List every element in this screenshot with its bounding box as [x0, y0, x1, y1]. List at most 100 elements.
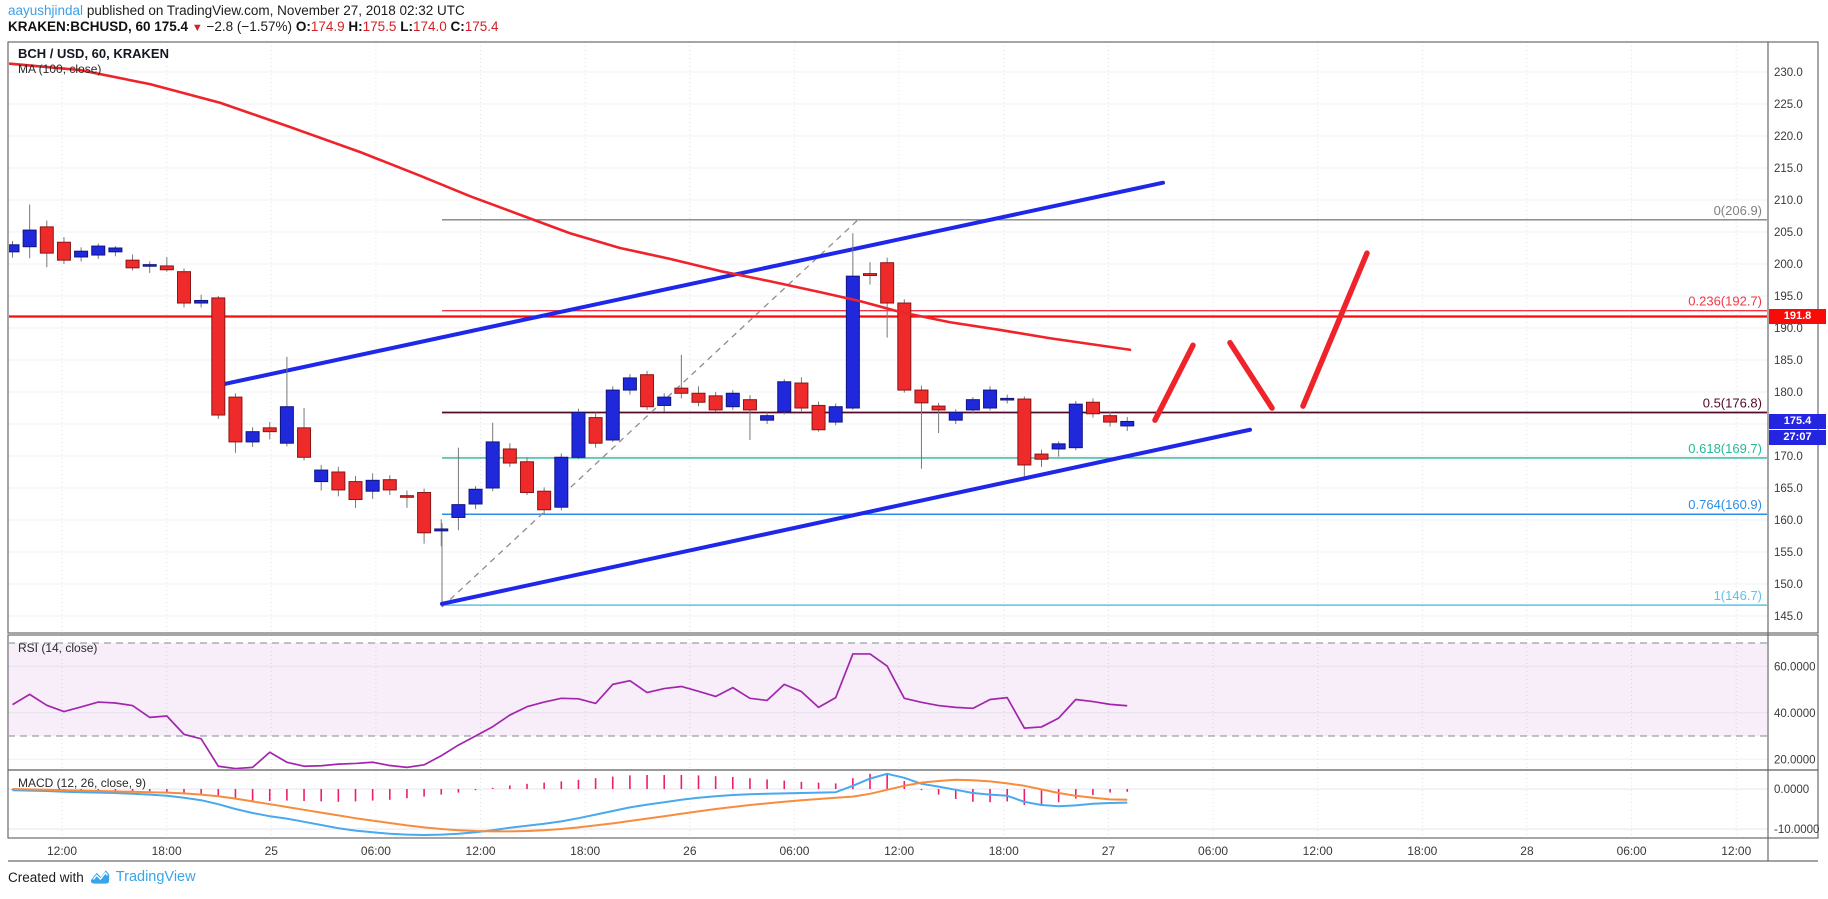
last-price: 175.4 [154, 19, 189, 34]
candle-body [177, 271, 191, 304]
pane-title: BCH / USD, 60, KRAKEN [18, 46, 169, 61]
candle-body [983, 389, 998, 409]
time-axis-label: 25 [265, 844, 279, 858]
price-axis-label: 155.0 [1774, 547, 1803, 559]
time-axis-label: 12:00 [47, 844, 77, 858]
time-axis-label: 12:00 [1303, 844, 1333, 858]
price-axis-label: 215.0 [1774, 163, 1803, 175]
candle-body [863, 273, 877, 277]
candle-body [297, 427, 312, 458]
created-with-text: Created with [8, 869, 84, 885]
candle-body [108, 247, 123, 253]
candle-body [399, 495, 414, 498]
fib-level-label: 0.236(192.7) [1688, 294, 1762, 309]
time-axis[interactable]: 12:00 18:00 25 06:00 12:00 18:00 26 06:00 12:00 1… [47, 844, 1752, 858]
candle-body [554, 456, 569, 508]
footer: Created with TradingView [8, 869, 196, 885]
candle-body [948, 411, 963, 421]
macd-axis-label: -10.0000 [1774, 824, 1819, 836]
ma-indicator-label: MA (100, close) [18, 62, 102, 76]
pane-borders [7, 41, 1819, 862]
fib-baseline-dashed [441, 219, 859, 608]
published-text: published on TradingView.com, November 2… [83, 3, 465, 18]
rsi-axis-label: 40.0000 [1774, 708, 1816, 720]
candle-body [760, 415, 775, 421]
macd-axis-label: 0.0000 [1774, 784, 1809, 796]
price-axis-label: 200.0 [1774, 259, 1803, 271]
time-axis-label: 12:00 [884, 844, 914, 858]
candle-body [1120, 420, 1135, 427]
main-pane [9, 62, 1767, 608]
candle-body [9, 244, 20, 253]
candle-body [845, 275, 860, 409]
resistance-price-tag: 191.8 [1769, 309, 1826, 324]
price-axis-label: 170.0 [1774, 451, 1803, 463]
candle-body [142, 264, 157, 267]
macd-pane [11, 772, 1129, 836]
projection-zigzag [1300, 250, 1370, 409]
price-axis-label: 150.0 [1774, 579, 1803, 591]
candle-body [279, 406, 294, 444]
rsi-axis-label: 60.0000 [1774, 661, 1816, 673]
tradingview-brand-link[interactable]: TradingView [115, 869, 196, 885]
candle-body [1085, 401, 1100, 415]
attribution-line: aayushjindal published on TradingView.co… [8, 3, 465, 18]
candle-body [468, 488, 483, 505]
fib-level-label: 0.764(160.9) [1688, 497, 1762, 512]
candle-body [777, 381, 792, 413]
candle-body [194, 299, 209, 304]
candle-body [794, 382, 809, 409]
candle-body [657, 396, 672, 406]
trend-line [218, 180, 1165, 387]
open-label: O: [295, 19, 311, 34]
time-axis-label: 12:00 [1721, 844, 1751, 858]
candle-body [571, 411, 586, 458]
candle-body [91, 245, 106, 256]
close-label: C: [450, 19, 465, 34]
candle-body [159, 265, 174, 271]
price-axis-label: 205.0 [1774, 227, 1803, 239]
candle-body [691, 392, 706, 403]
candle-body [742, 399, 757, 411]
rsi-line [12, 653, 1128, 769]
price-axis-label: 210.0 [1774, 195, 1803, 207]
candle-body [262, 427, 277, 433]
change-text: −2.8 (−1.57%) [206, 19, 293, 34]
time-axis-label: 27 [1102, 844, 1116, 858]
price-axis-label: 145.0 [1774, 611, 1803, 623]
candle-body [640, 374, 655, 408]
ma100-line [9, 62, 1132, 352]
candle-body [537, 490, 552, 511]
author-link[interactable]: aayushjindal [8, 3, 84, 18]
candle-body [56, 241, 71, 261]
price-axis-label: 225.0 [1774, 99, 1803, 111]
price-axis-label: 230.0 [1774, 67, 1803, 79]
candle-body [588, 417, 603, 444]
candle-body [1051, 443, 1066, 450]
last-price-tag: 175.4 [1769, 414, 1826, 429]
candle-body [914, 389, 929, 404]
price-axis[interactable]: 230.0 225.0 220.0 215.0 210.0 205.0 200.0 195.0… [1774, 67, 1819, 836]
time-axis-label: 06:00 [361, 844, 391, 858]
fib-level-label: 0(206.9) [1714, 203, 1762, 218]
price-axis-label: 185.0 [1774, 355, 1803, 367]
candle-body [348, 481, 363, 501]
gridlines [8, 42, 1768, 838]
rsi-indicator-label: RSI (14, close) [18, 641, 98, 655]
price-axis-label: 165.0 [1774, 483, 1803, 495]
candle-body [931, 405, 946, 411]
price-axis-label: 190.0 [1774, 323, 1803, 335]
candle-body [331, 471, 346, 491]
projection-zigzag [1152, 342, 1196, 423]
time-axis-label: 06:00 [779, 844, 809, 858]
price-axis-label: 160.0 [1774, 515, 1803, 527]
fib-level-label: 1(146.7) [1714, 588, 1762, 603]
candle-body [125, 259, 140, 269]
candle-body [485, 441, 500, 489]
candle-body [1017, 398, 1032, 466]
down-arrow-icon: ▼ [191, 22, 203, 34]
candle-body [674, 387, 689, 394]
candle-body [365, 479, 380, 492]
